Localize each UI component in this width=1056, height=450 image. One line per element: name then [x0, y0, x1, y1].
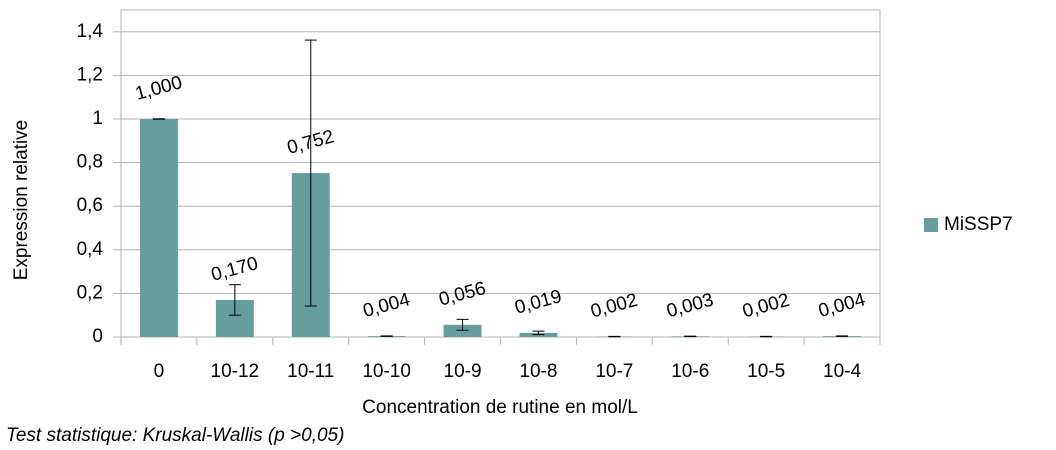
data-label: 0,056 [437, 278, 488, 311]
data-label: 0,002 [740, 290, 791, 323]
y-tick-label: 0,6 [77, 195, 103, 216]
x-tick-label: 10-5 [747, 361, 785, 382]
error-bar [228, 284, 241, 316]
data-label: 1,000 [133, 72, 184, 105]
x-tick-label: 0 [154, 361, 165, 382]
data-label: 0,003 [664, 290, 715, 323]
bar [139, 119, 178, 337]
x-tick-label: 10-8 [519, 361, 557, 382]
y-axis-title: Expression relative [11, 120, 32, 281]
data-label: 0,002 [589, 290, 640, 323]
x-tick-label: 10-9 [444, 361, 482, 382]
x-tick-label: 10-6 [671, 361, 709, 382]
data-label: 0,004 [361, 289, 413, 322]
y-tick-label: 0 [92, 326, 103, 347]
legend-swatch [924, 218, 938, 232]
x-tick-label: 10-4 [823, 361, 861, 382]
x-tick-label: 10-10 [362, 361, 411, 382]
data-label: 0,170 [209, 253, 260, 286]
y-tick-label: 0,8 [77, 152, 103, 173]
y-tick-label: 1,2 [77, 64, 103, 85]
data-label: 0,004 [816, 289, 868, 322]
error-bar [456, 318, 469, 331]
y-tick-label: 1 [92, 108, 103, 129]
y-tick-label: 0,2 [77, 282, 103, 303]
x-axis-title: Concentration de rutine en mol/L [362, 397, 638, 418]
x-tick-label: 10-12 [211, 361, 260, 382]
error-bar [532, 330, 545, 336]
x-tick-label: 10-11 [287, 361, 334, 382]
data-label: 0,019 [513, 286, 564, 319]
x-tick-label: 10-7 [595, 361, 633, 382]
bar [443, 324, 482, 337]
footnote: Test statistique: Kruskal-Wallis (p >0,0… [6, 425, 344, 446]
legend-label: MiSSP7 [944, 214, 1013, 235]
error-bar [304, 39, 317, 307]
y-tick-label: 1,4 [77, 21, 104, 42]
y-tick-label: 0,4 [77, 239, 104, 260]
